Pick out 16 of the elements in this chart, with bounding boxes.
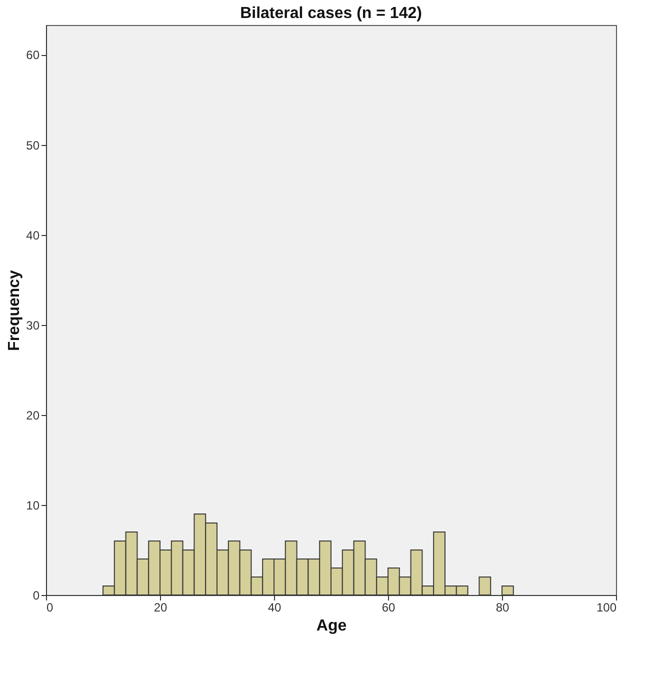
x-tick-label: 100 <box>596 600 617 614</box>
y-tick-label: 20 <box>26 408 40 422</box>
x-axis-title: Age <box>316 618 347 634</box>
x-tick-label: 60 <box>382 600 396 614</box>
y-tick-label: 10 <box>26 498 40 512</box>
y-tick-label: 60 <box>26 48 40 62</box>
chart-title: Bilateral cases (n = 142) <box>240 5 422 22</box>
y-tick-label: 30 <box>26 318 40 332</box>
x-tick-label: 0 <box>46 600 54 614</box>
x-tick-label: 40 <box>268 600 282 614</box>
y-tick-label: 0 <box>32 588 40 602</box>
x-tick-label: 80 <box>496 600 510 614</box>
y-tick-label: 50 <box>26 138 40 152</box>
y-axis-title: Frequency <box>6 270 24 351</box>
x-tick-label: 20 <box>154 600 168 614</box>
y-tick-label: 40 <box>26 228 40 242</box>
